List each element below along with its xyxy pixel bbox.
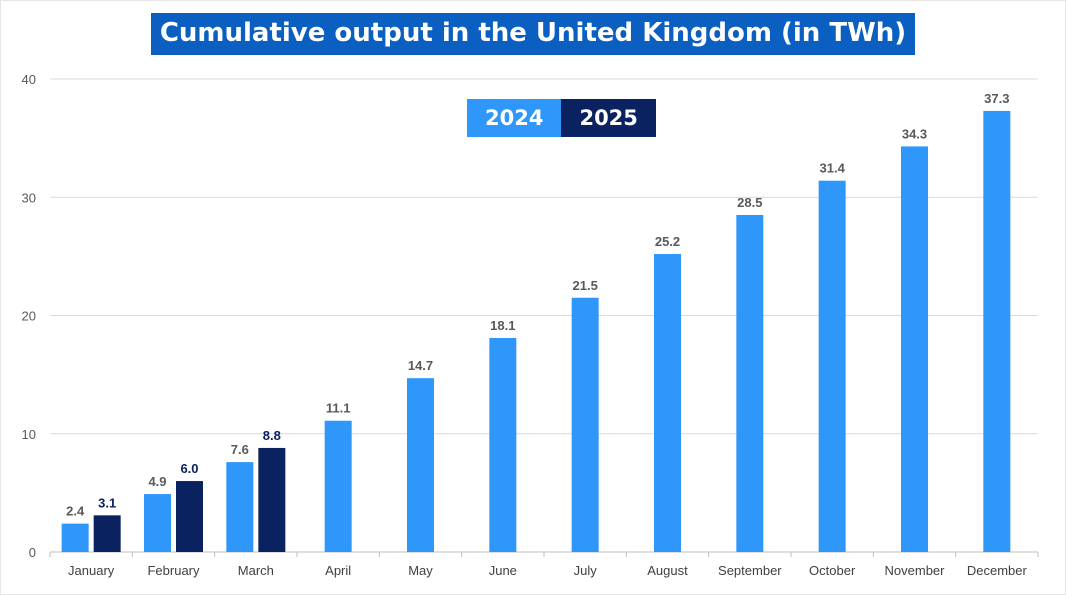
x-tick-label: October [809,563,856,578]
bar-2025 [258,447,286,552]
data-label-2024: 11.1 [326,401,351,416]
bar-2024 [61,523,89,552]
legend: 2024 2025 [467,99,656,137]
x-tick-label: April [325,563,351,578]
x-tick-label: March [238,563,274,578]
y-tick-label: 0 [29,545,36,560]
bar-2024 [818,180,846,552]
data-label-2025: 6.0 [180,461,198,476]
x-tick-label: July [574,563,598,578]
x-tick-label: February [147,563,200,578]
legend-item-2025: 2025 [561,99,656,137]
data-label-2024: 7.6 [231,442,249,457]
bar-2025 [93,515,121,552]
x-tick-label: January [68,563,115,578]
x-tick-label: September [718,563,782,578]
bar-2024 [144,494,171,552]
y-tick-label: 30 [22,190,36,205]
chart-title-wrap: Cumulative output in the United Kingdom … [0,13,1066,55]
data-label-2025: 8.8 [263,428,281,443]
data-label-2024: 37.3 [984,91,1009,106]
legend-item-2024: 2024 [467,99,562,137]
x-tick-label: June [489,563,517,578]
x-tick-label: November [885,563,946,578]
data-label-2024: 14.7 [408,358,433,373]
data-label-2025: 3.1 [98,495,116,510]
bar-2024 [489,337,517,552]
bar-2024 [226,462,254,552]
data-label-2024: 21.5 [573,278,598,293]
bar-2024 [324,420,352,552]
x-tick-label: August [647,563,688,578]
data-label-2024: 2.4 [66,504,85,519]
bar-2024 [571,297,599,552]
bar-2024 [736,214,764,553]
bar-2024 [901,146,928,552]
x-tick-label: December [967,563,1028,578]
data-label-2024: 25.2 [655,234,680,249]
data-label-2024: 31.4 [820,161,846,176]
data-label-2024: 34.3 [902,126,927,141]
bar-2024 [654,254,681,552]
y-tick-label: 10 [22,427,36,442]
x-tick-label: May [408,563,433,578]
bar-2025 [176,481,203,552]
y-tick-label: 20 [22,309,36,324]
y-tick-label: 40 [22,72,36,87]
data-label-2024: 18.1 [490,318,515,333]
bar-2024 [407,378,434,552]
data-label-2024: 4.9 [148,474,166,489]
bar-2024 [983,110,1011,553]
chart-title: Cumulative output in the United Kingdom … [150,13,916,55]
data-label-2024: 28.5 [737,195,762,210]
